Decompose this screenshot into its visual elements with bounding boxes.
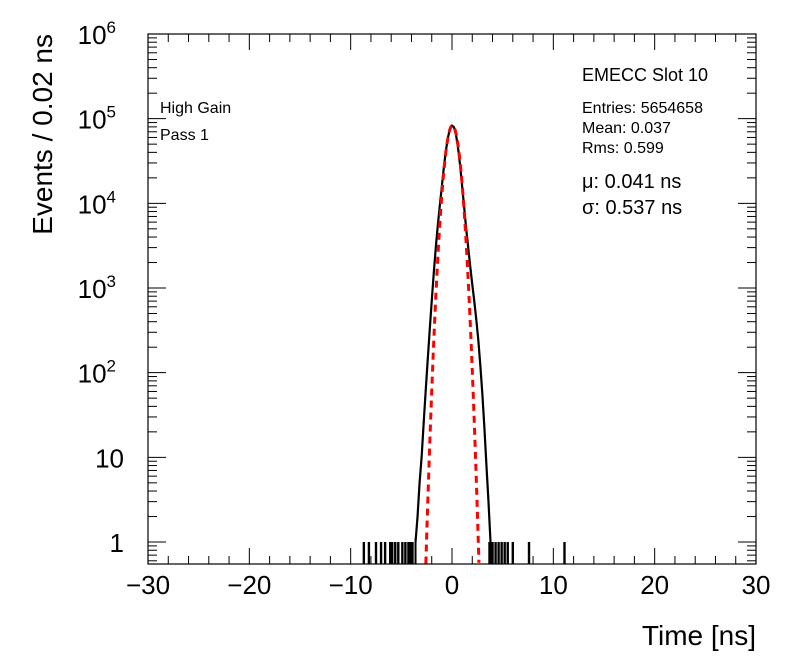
entries-stat: Entries: 5654658 [582,100,703,117]
y-tick-label: 105 [78,103,116,135]
y-minor-ticks [148,37,756,562]
x-tick-label: −10 [329,570,373,600]
x-tick-label: 0 [445,570,459,600]
x-tick-labels: −30 −20 −10 0 10 20 30 [126,570,771,600]
x-tick-label: 30 [742,570,771,600]
x-tick-label: −20 [227,570,271,600]
y-tick-label: 1 [110,528,124,558]
y-tick-labels: 1 10 102 103 104 105 106 [78,18,124,558]
rms-stat: Rms: 0.599 [582,140,664,157]
y-tick-label: 104 [78,187,116,219]
fit-mu: μ: 0.041 ns [582,171,681,193]
x-tick-label: −30 [126,570,170,600]
fit-sigma: σ: 0.537 ns [582,197,682,219]
data-layer [362,124,566,564]
x-tick-label: 20 [640,570,669,600]
y-tick-label: 102 [78,357,116,389]
y-major-ticks [148,33,756,543]
x-tick-label: 10 [539,570,568,600]
fit-layer [424,124,481,564]
pass-label: Pass 1 [160,127,209,144]
x-major-ticks [147,34,757,564]
mean-stat: Mean: 0.037 [582,120,671,137]
gain-label: High Gain [160,100,231,117]
y-tick-label: 10 [95,443,124,473]
y-tick-label: 103 [78,272,116,304]
gaussian-fit-curve [424,124,481,564]
x-minor-ticks [167,34,737,564]
x-axis-title: Time [ns] [642,620,756,651]
y-axis-title: Events / 0.02 ns [27,34,58,235]
histogram-curve [414,124,492,543]
y-tick-label: 106 [78,18,116,50]
slot-title: EMECC Slot 10 [582,65,708,85]
